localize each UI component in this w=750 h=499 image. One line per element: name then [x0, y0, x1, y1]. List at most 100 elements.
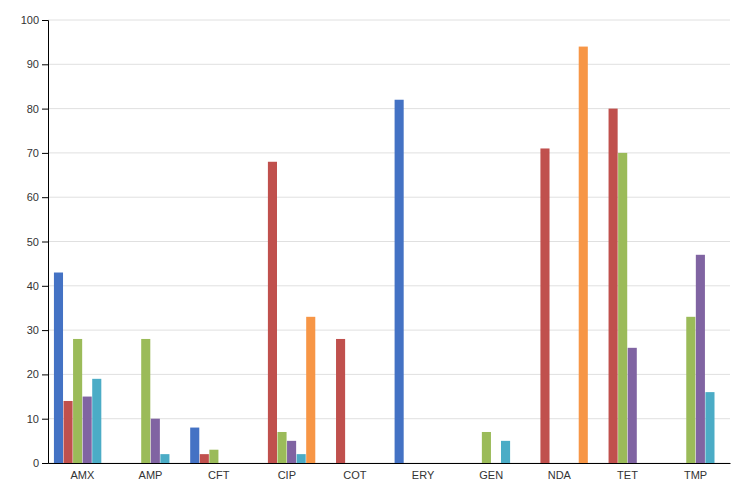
- tick-label: 70: [27, 147, 39, 159]
- tick-label: 90: [27, 58, 39, 70]
- bar: [550, 463, 559, 464]
- axis-line: [42, 21, 49, 464]
- tick-mark: [42, 153, 48, 154]
- tick: 30: [27, 324, 48, 336]
- bar: [170, 463, 179, 464]
- tick-label: 60: [27, 191, 39, 203]
- bar: [326, 463, 335, 464]
- tick-label: TMP: [684, 469, 707, 481]
- grid-line: [48, 20, 730, 21]
- tick: AMX: [70, 469, 95, 481]
- tick-label: AMX: [70, 469, 95, 481]
- tick-mark: [42, 286, 48, 287]
- bar: [355, 463, 364, 464]
- tick-label: CIP: [278, 469, 296, 481]
- bar: [268, 162, 277, 463]
- tick-mark: [42, 463, 48, 464]
- tick-label: AMP: [139, 469, 163, 481]
- grid-line: [48, 330, 730, 331]
- tick: TET: [617, 469, 638, 481]
- tick-mark: [42, 330, 48, 331]
- tick-label: 50: [27, 236, 39, 248]
- grid-line: [48, 418, 730, 419]
- bar: [102, 463, 111, 464]
- tick-mark: [42, 20, 48, 21]
- bar: [219, 463, 228, 464]
- grid-line: [48, 108, 730, 109]
- tick-label: COT: [343, 469, 367, 481]
- tick: 20: [27, 368, 48, 380]
- bar: [569, 463, 578, 464]
- grid-line: [48, 197, 730, 198]
- grid-line: [48, 64, 730, 65]
- axis-line: [49, 463, 731, 464]
- bar: [414, 463, 423, 464]
- tick: CIP: [278, 469, 296, 481]
- bar: [141, 339, 150, 463]
- tick: 100: [21, 14, 48, 26]
- tick-label: ERY: [412, 469, 435, 481]
- grid-line: [48, 152, 730, 153]
- bar: [297, 454, 306, 463]
- tick: ERY: [412, 469, 435, 481]
- bar: [132, 463, 141, 464]
- bar: [287, 441, 296, 463]
- bar: [374, 463, 383, 464]
- bar-series: [64, 109, 618, 463]
- bar: [64, 401, 73, 463]
- tick-mark: [42, 374, 48, 375]
- bar-series: [83, 255, 705, 463]
- bar-series: [306, 47, 588, 463]
- y-axis: 0 10 20 30 40 50 60 70 80 90 100: [21, 14, 49, 469]
- bar-series: [92, 379, 714, 463]
- tick-label: NDA: [548, 469, 572, 481]
- tick: 10: [27, 413, 48, 425]
- bar: [599, 463, 608, 464]
- tick-label: 0: [33, 457, 39, 469]
- bar: [122, 463, 131, 464]
- bar: [579, 47, 588, 463]
- tick-label: 10: [27, 413, 39, 425]
- bar: [540, 148, 549, 463]
- tick-mark: [42, 64, 48, 65]
- tick-mark: [42, 109, 48, 110]
- tick: GEN: [479, 469, 503, 481]
- bar: [365, 463, 374, 464]
- grid-line: [48, 241, 730, 242]
- tick: CFT: [208, 469, 230, 481]
- grid: [48, 20, 730, 463]
- tick-label: 20: [27, 368, 39, 380]
- bar: [647, 463, 656, 464]
- bar: [92, 379, 101, 463]
- bar: [200, 454, 209, 463]
- bars: [54, 47, 715, 463]
- bar: [395, 100, 404, 463]
- bar: [209, 450, 218, 463]
- tick: COT: [343, 469, 367, 481]
- grid-line: [48, 374, 730, 375]
- bar: [472, 463, 481, 464]
- grid-line: [48, 285, 730, 286]
- bar: [423, 463, 432, 464]
- bar: [190, 428, 199, 463]
- plot: 0 10 20 30 40 50 60 70 80 90 100 AMX AMP CFT CIP COT ERY…: [21, 14, 731, 481]
- bar: [277, 432, 286, 463]
- bar: [463, 463, 472, 464]
- bar: [501, 441, 510, 463]
- bar: [83, 397, 92, 463]
- bar: [482, 432, 491, 463]
- bar: [560, 463, 569, 464]
- tick-label: 100: [21, 14, 39, 26]
- bar: [433, 463, 442, 464]
- tick: AMP: [139, 469, 163, 481]
- tick: 40: [27, 280, 48, 292]
- tick-mark: [42, 197, 48, 198]
- tick-label: 40: [27, 280, 39, 292]
- tick-label: 80: [27, 103, 39, 115]
- bar: [677, 463, 686, 464]
- grid-line: [48, 463, 730, 464]
- chart: 0 10 20 30 40 50 60 70 80 90 100 AMX AMP CFT CIP COT ERY…: [0, 0, 750, 499]
- tick: 50: [27, 236, 48, 248]
- bar: [336, 339, 345, 463]
- bar: [491, 463, 500, 464]
